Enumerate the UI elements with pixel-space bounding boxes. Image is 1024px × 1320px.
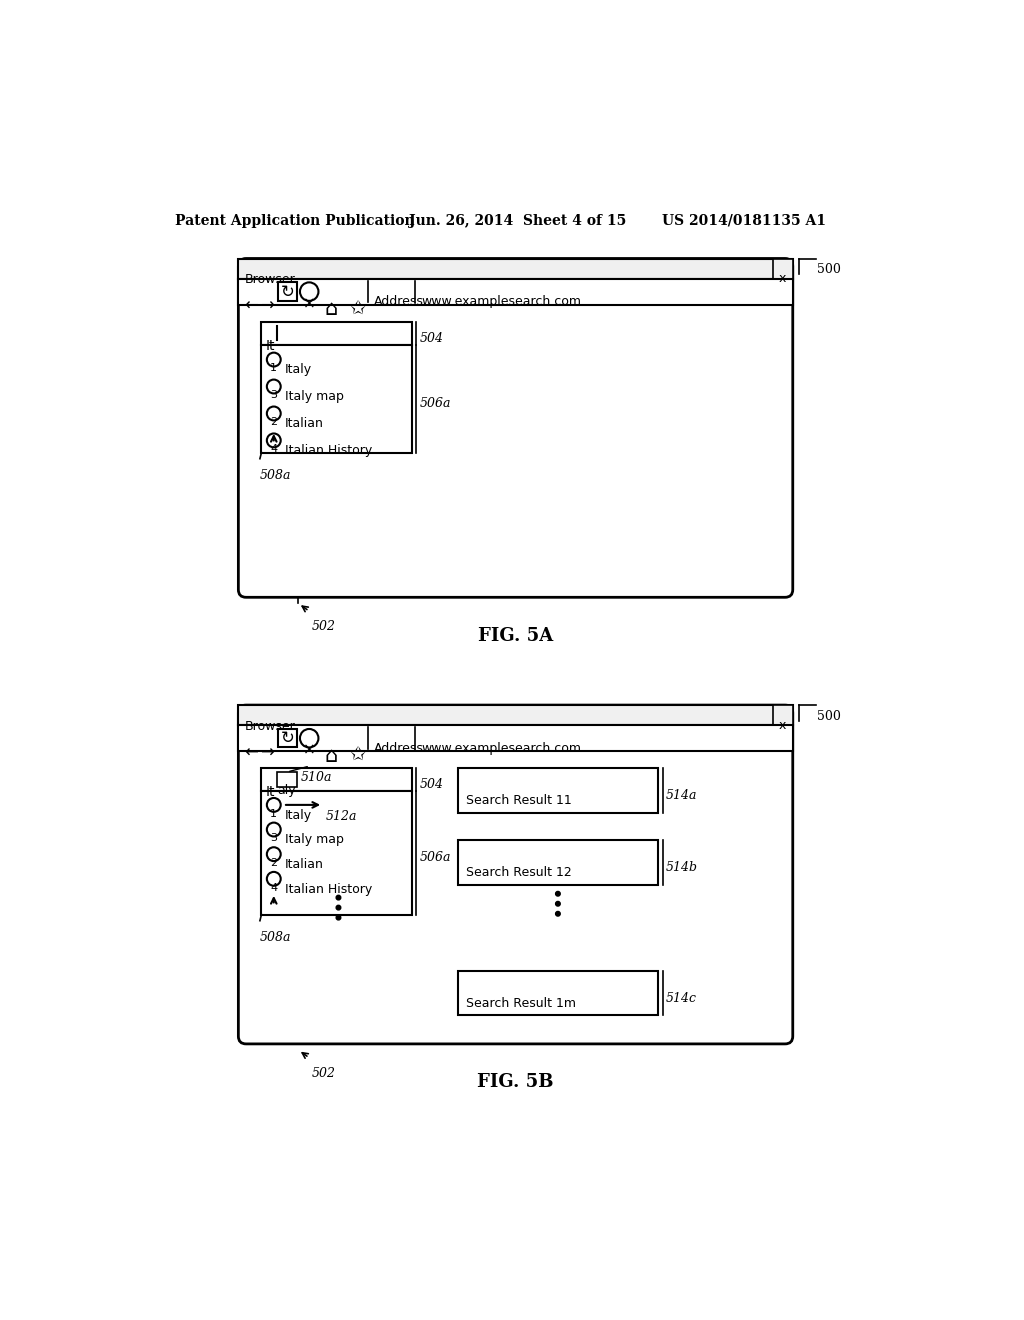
Text: 510a: 510a: [301, 771, 332, 784]
Circle shape: [556, 891, 560, 896]
Text: Italy: Italy: [285, 363, 311, 376]
Bar: [279, 729, 297, 747]
Text: 4: 4: [270, 445, 278, 454]
Text: Search Result 12: Search Result 12: [466, 866, 571, 879]
Text: ×: ×: [303, 743, 315, 758]
Text: 512a: 512a: [326, 809, 357, 822]
Bar: [261, 792, 412, 915]
Text: ⌂: ⌂: [325, 746, 338, 766]
Text: 2: 2: [270, 417, 278, 428]
Bar: [261, 345, 412, 453]
Text: 3: 3: [270, 391, 278, 400]
Text: x: x: [779, 272, 786, 285]
Text: www.examplesearch.com: www.examplesearch.com: [422, 296, 582, 309]
Text: It: It: [266, 785, 275, 799]
Text: 500: 500: [817, 263, 842, 276]
Text: 502: 502: [311, 1067, 336, 1080]
Text: www.examplesearch.com: www.examplesearch.com: [422, 742, 582, 755]
Text: FIG. 5B: FIG. 5B: [477, 1073, 554, 1092]
Text: Address: Address: [374, 742, 424, 755]
Text: x: x: [779, 719, 786, 733]
Text: Italy map: Italy map: [285, 833, 343, 846]
Text: Italian: Italian: [285, 858, 324, 871]
Bar: [239, 259, 793, 279]
Text: ×: ×: [303, 296, 315, 312]
Text: 1: 1: [270, 809, 278, 818]
Text: FIG. 5A: FIG. 5A: [478, 627, 553, 644]
Circle shape: [267, 799, 281, 812]
Circle shape: [267, 822, 281, 837]
Text: Italy map: Italy map: [285, 391, 343, 404]
Bar: [773, 705, 793, 725]
Text: 2: 2: [270, 858, 278, 869]
FancyBboxPatch shape: [239, 259, 793, 598]
Circle shape: [300, 282, 318, 301]
Text: 506a: 506a: [419, 851, 451, 865]
Circle shape: [556, 911, 560, 916]
Text: ✩: ✩: [349, 744, 366, 764]
Bar: [239, 705, 793, 725]
Text: 504: 504: [419, 779, 443, 791]
Bar: [773, 259, 793, 279]
Bar: [239, 279, 793, 305]
Bar: [458, 970, 658, 1015]
Text: ↻: ↻: [281, 282, 295, 301]
Text: 514a: 514a: [666, 789, 697, 803]
Text: 1: 1: [270, 363, 278, 374]
Text: Patent Application Publication: Patent Application Publication: [175, 214, 415, 228]
Text: 514c: 514c: [666, 991, 696, 1005]
Circle shape: [556, 902, 560, 906]
Bar: [276, 772, 297, 788]
Bar: [458, 840, 658, 884]
Text: Italian History: Italian History: [285, 445, 372, 457]
Circle shape: [267, 380, 281, 393]
Text: 3: 3: [270, 833, 278, 843]
Bar: [458, 768, 658, 813]
Text: US 2014/0181135 A1: US 2014/0181135 A1: [662, 214, 826, 228]
Circle shape: [300, 729, 318, 747]
Text: Address: Address: [374, 296, 424, 309]
Text: Italy: Italy: [285, 809, 311, 822]
Circle shape: [336, 906, 341, 909]
Text: 508a: 508a: [260, 932, 292, 945]
Text: ✩: ✩: [349, 298, 366, 318]
Circle shape: [267, 407, 281, 420]
Text: ←: ←: [245, 743, 258, 762]
Bar: [239, 725, 793, 751]
Text: 4: 4: [270, 883, 278, 892]
Text: 514b: 514b: [666, 861, 697, 874]
Bar: [279, 282, 297, 301]
Text: ↻: ↻: [281, 729, 295, 747]
Text: →: →: [260, 297, 273, 315]
Circle shape: [267, 847, 281, 861]
Text: 500: 500: [817, 710, 842, 723]
Circle shape: [336, 915, 341, 920]
Text: 504: 504: [419, 331, 443, 345]
Text: ⌂: ⌂: [325, 300, 338, 319]
FancyBboxPatch shape: [239, 705, 793, 1044]
Text: Browser: Browser: [245, 273, 295, 286]
Text: Jun. 26, 2014  Sheet 4 of 15: Jun. 26, 2014 Sheet 4 of 15: [410, 214, 627, 228]
Text: 508a: 508a: [260, 470, 292, 483]
Circle shape: [336, 895, 341, 900]
Text: Browser: Browser: [245, 719, 295, 733]
Text: Italian: Italian: [285, 417, 324, 430]
Text: Italian History: Italian History: [285, 883, 372, 896]
Text: Search Result 11: Search Result 11: [466, 795, 571, 808]
Text: 502: 502: [311, 620, 336, 634]
Bar: [261, 768, 412, 792]
Circle shape: [267, 873, 281, 886]
Text: 506a: 506a: [419, 397, 451, 411]
Text: ←: ←: [245, 297, 258, 315]
Circle shape: [267, 352, 281, 367]
Text: Search Result 1m: Search Result 1m: [466, 997, 575, 1010]
Text: It: It: [266, 339, 275, 352]
Circle shape: [267, 433, 281, 447]
Text: →: →: [260, 743, 273, 762]
Bar: [261, 322, 412, 345]
Text: aly: aly: [278, 784, 296, 797]
